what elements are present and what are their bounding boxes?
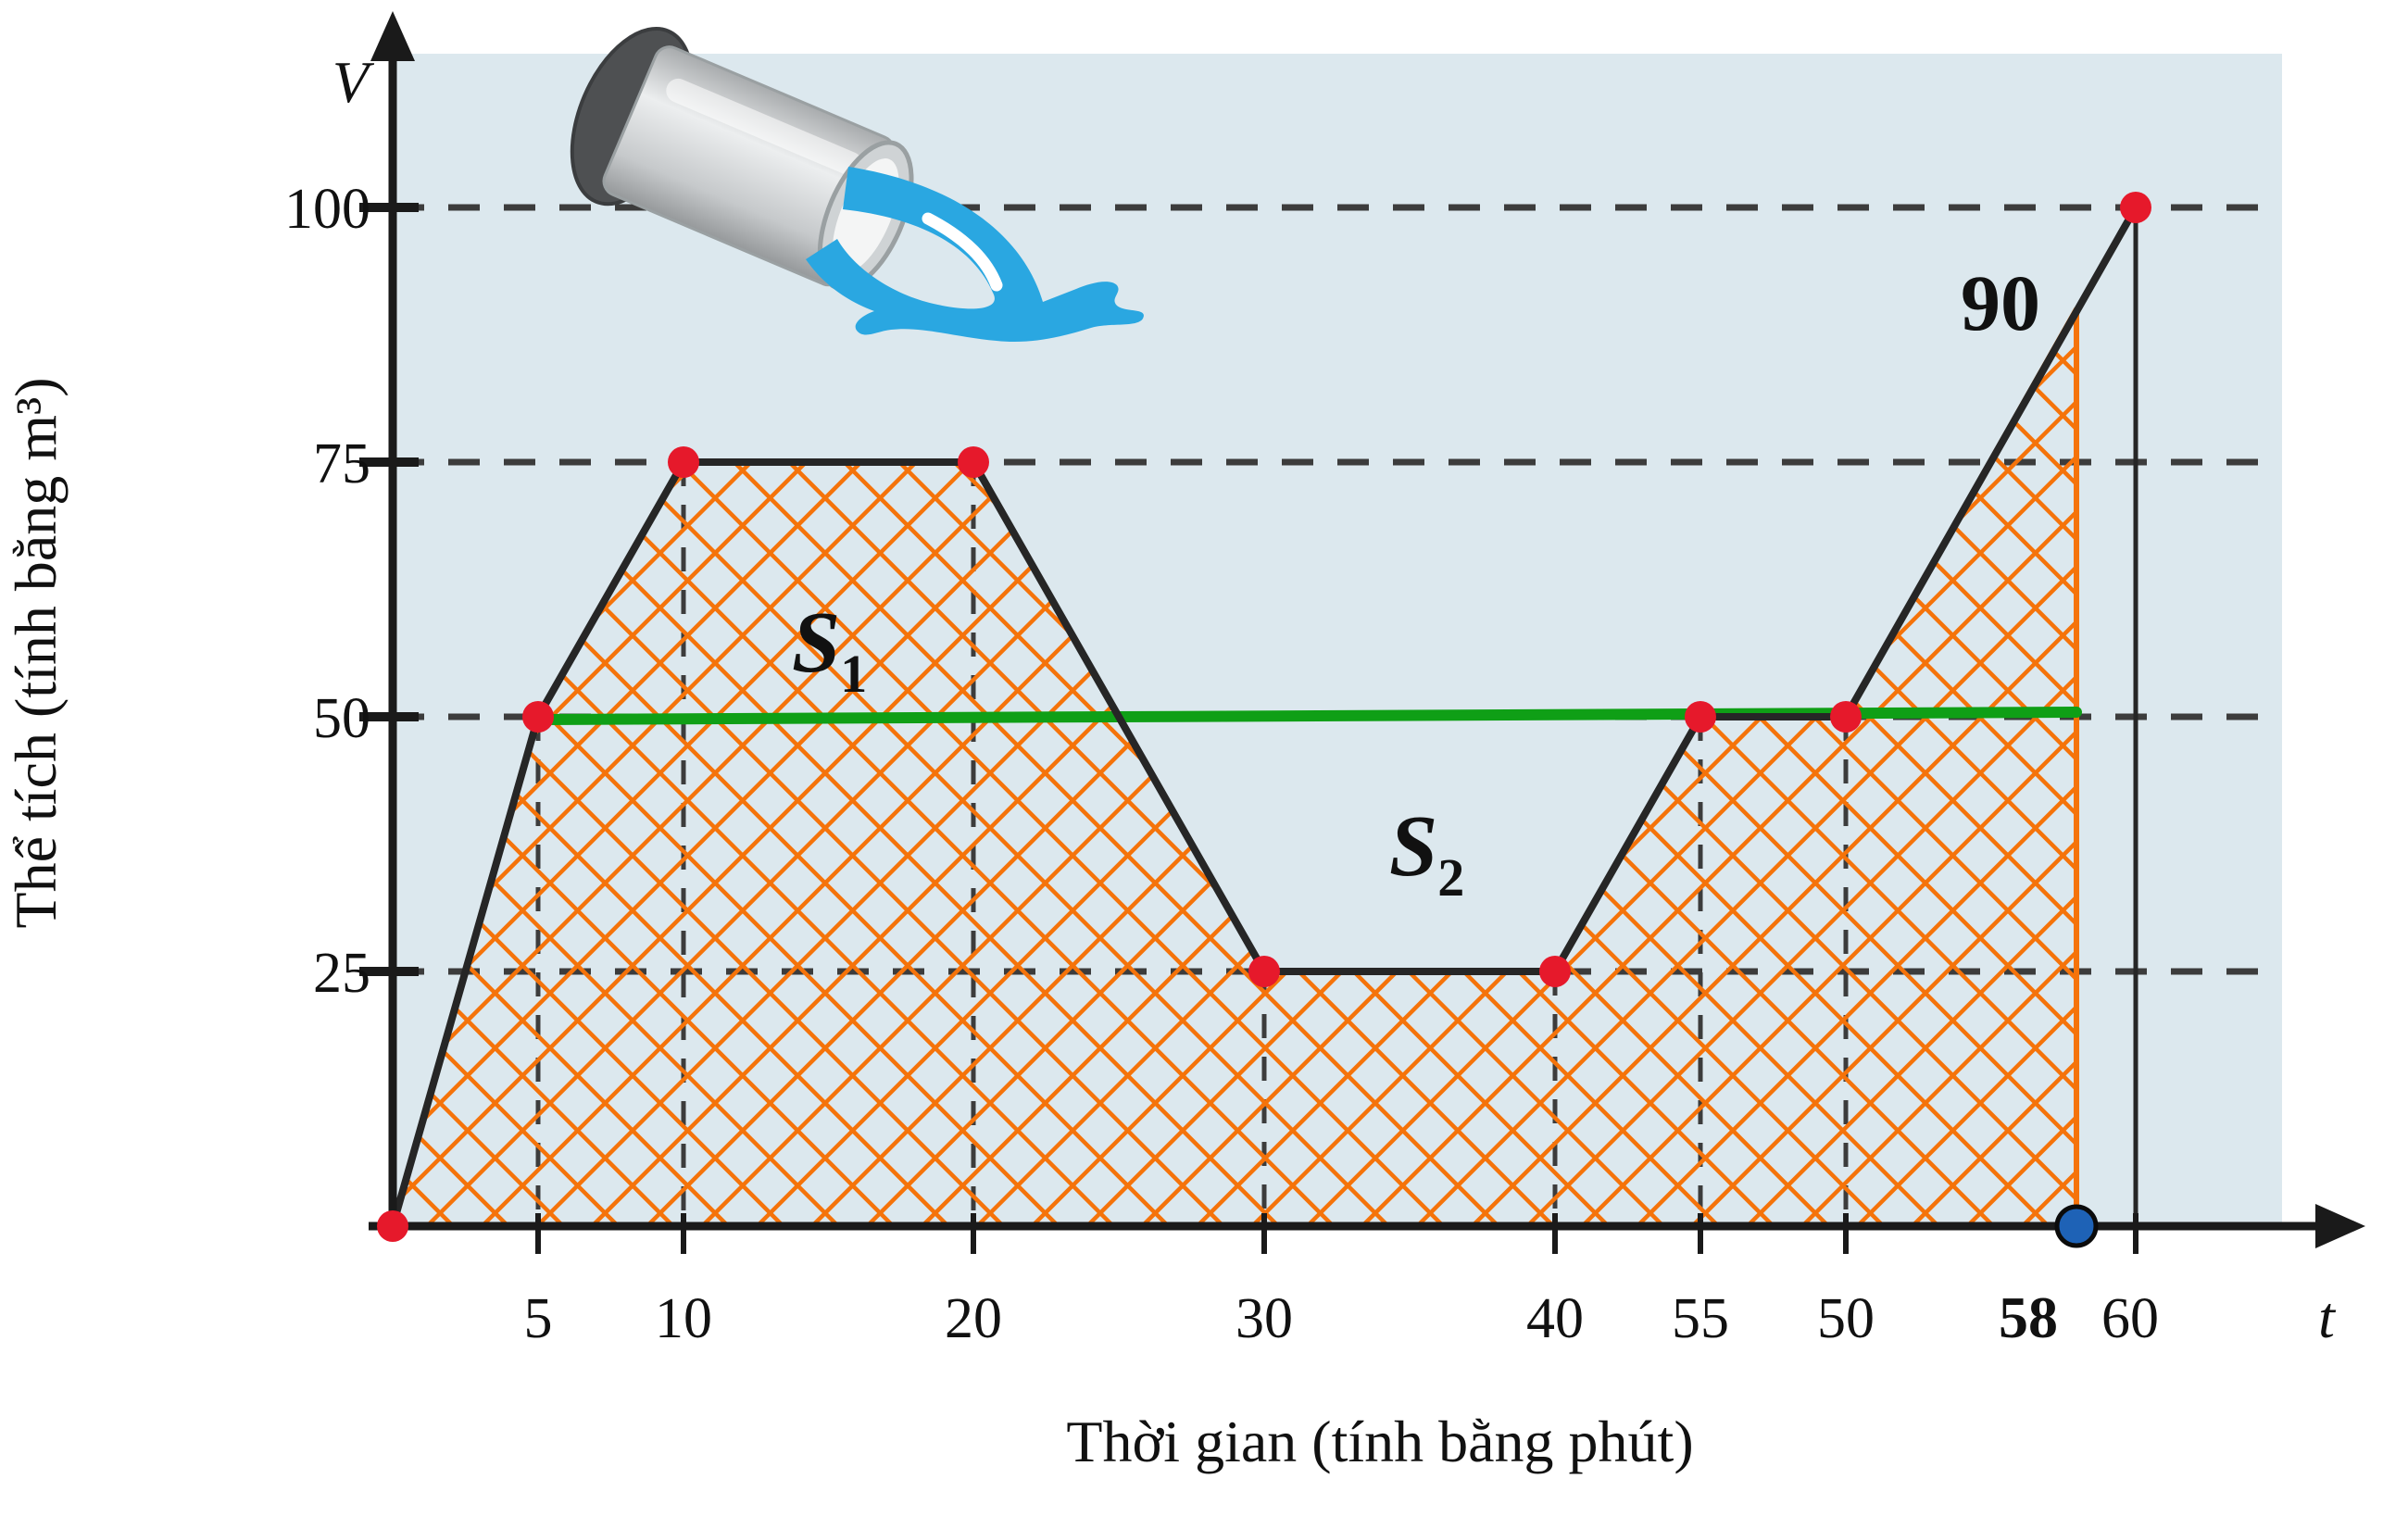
x-axis-arrow: [2315, 1204, 2365, 1248]
y-axis-title: Thể tích (tính bằng m³): [3, 377, 69, 928]
data-point: [1685, 701, 1716, 733]
data-point: [377, 1210, 408, 1242]
x-tick-20: 20: [945, 1287, 1002, 1350]
x-tick-50: 50: [1817, 1287, 1875, 1350]
y-tick-25: 25: [313, 942, 370, 1005]
x-tick-55: 55: [1672, 1287, 1729, 1350]
pipe-highlight: [666, 78, 863, 176]
t-axis-letter: t: [2318, 1284, 2337, 1350]
x-tick-5: 5: [524, 1287, 553, 1350]
y-tick-100: 100: [284, 178, 370, 241]
x-tick-30: 30: [1235, 1287, 1293, 1350]
y-tick-50: 50: [313, 687, 370, 750]
x-tick-60: 60: [2101, 1287, 2159, 1350]
data-point: [522, 701, 554, 733]
x-axis: [369, 1204, 2365, 1254]
water-highlight: [922, 212, 1003, 292]
data-point: [2120, 192, 2151, 223]
x-tick-58-bold: 58: [1999, 1284, 2058, 1350]
y-axis-arrow: [370, 11, 415, 61]
region-s2-label: S2: [1389, 798, 1464, 908]
y-axis-ticks: [359, 203, 419, 976]
data-point: [958, 446, 989, 478]
data-point: [1830, 701, 1862, 733]
x-axis-ticks: [535, 1213, 2138, 1254]
region-s1-label: S1: [792, 595, 867, 704]
red-data-points: [377, 192, 2151, 1242]
faucet-icon: [570, 27, 1144, 343]
x-tick-10: 10: [655, 1287, 712, 1350]
x-tick-40: 40: [1526, 1287, 1584, 1350]
data-point: [1248, 956, 1280, 987]
data-point: [1539, 956, 1571, 987]
data-point: [668, 446, 699, 478]
blue-endpoint: [2054, 1204, 2099, 1248]
y-tick-75: 75: [313, 432, 370, 495]
x-axis-title: Thời gian (tính bằng phút): [1066, 1409, 1693, 1474]
y-axis: [359, 11, 419, 1237]
peak-90-label: 90: [1961, 258, 2040, 347]
v-axis-letter: V: [332, 49, 375, 115]
